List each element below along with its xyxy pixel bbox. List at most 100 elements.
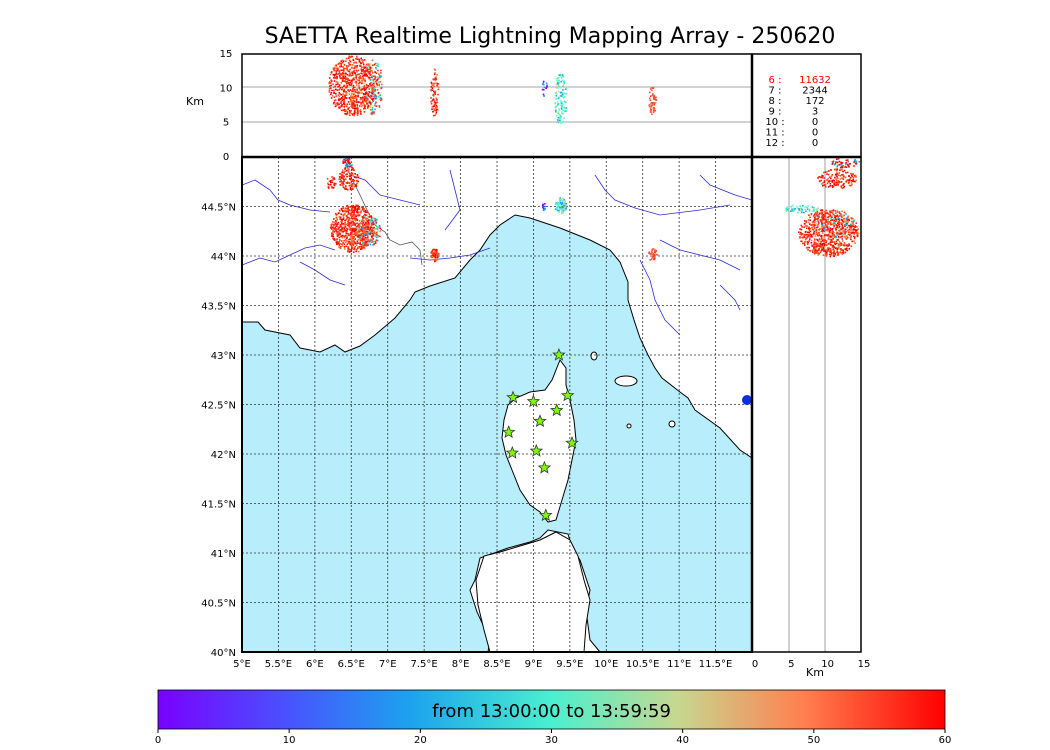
flash-point [353, 215, 355, 217]
altitude-flash-point [376, 78, 379, 81]
side-flash-point [831, 231, 834, 234]
flash-point [654, 255, 656, 258]
altitude-flash-point [433, 105, 436, 107]
altitude-flash-point [366, 86, 369, 89]
altitude-flash-point [353, 97, 356, 100]
altitude-flash-point [333, 68, 335, 71]
side-flash-point [821, 212, 823, 214]
side-flash-point [815, 213, 818, 216]
flash-point [559, 207, 561, 209]
flash-point [364, 234, 367, 237]
chart-title: SAETTA Realtime Lightning Mapping Array … [264, 24, 836, 49]
side-flash-point [844, 228, 847, 231]
flash-point [343, 213, 345, 216]
flash-point [437, 252, 439, 254]
side-flash-point [821, 222, 823, 225]
flash-point [341, 181, 344, 183]
flash-point [341, 227, 343, 229]
flash-point [365, 222, 367, 224]
side-flash-point [821, 215, 824, 217]
legend-row-count: 0 [812, 138, 818, 149]
flash-point [349, 206, 352, 208]
altitude-flash-point [340, 60, 343, 62]
side-flash-point [831, 235, 834, 237]
side-flash-point [852, 178, 854, 181]
side-flash-point [837, 217, 839, 219]
side-flash-point [827, 173, 830, 176]
flash-point [347, 223, 349, 225]
altitude-flash-point [358, 105, 361, 107]
side-flash-point [844, 236, 846, 239]
altitude-flash-point [369, 109, 372, 111]
altitude-flash-point [546, 86, 548, 88]
side-flash-point [810, 244, 813, 247]
flash-point [363, 246, 366, 248]
side-flash-point [793, 209, 796, 211]
side-flash-point [857, 232, 860, 235]
altitude-flash-point [431, 84, 433, 86]
side-flash-point [819, 228, 821, 230]
side-flash-point [846, 223, 848, 225]
flash-point [352, 178, 355, 181]
altitude-flash-point [345, 60, 347, 62]
colorbar-tick-label: 10 [283, 735, 296, 746]
flash-point [374, 234, 376, 236]
flash-point [347, 233, 350, 235]
altitude-flash-point [344, 75, 347, 78]
flash-point [343, 183, 345, 185]
flash-point [348, 175, 351, 177]
side-flash-point [812, 225, 814, 228]
longitude-tick-labels: 5°E 5.5°E 6°E 6.5°E 7°E 7.5°E 8°E 8.5°E 9°E 9.5°E… [233, 659, 732, 670]
side-flash-point [831, 212, 834, 215]
altitude-flash-point [650, 109, 653, 111]
flash-point [348, 166, 351, 168]
side-flash-point [849, 224, 851, 227]
flash-point [355, 204, 358, 207]
flash-point [342, 186, 345, 188]
lat-tick-label: 43.5°N [201, 302, 236, 313]
side-flash-point [841, 228, 843, 230]
side-flash-point [823, 238, 825, 241]
lon-tick-label: 11°E [667, 659, 691, 670]
altitude-flash-point [348, 55, 351, 58]
altitude-flash-point [365, 101, 368, 103]
colorbar-label: from 13:00:00 to 13:59:59 [432, 701, 671, 722]
side-flash-point [849, 178, 851, 180]
flash-point [362, 216, 364, 219]
side-flash-point [839, 215, 841, 217]
flash-point [559, 197, 561, 199]
altitude-flash-point [347, 89, 349, 91]
altitude-flash-point [364, 89, 367, 91]
flash-point [334, 222, 337, 225]
altitude-flash-point [369, 83, 371, 85]
altitude-flash-point [338, 73, 340, 75]
flash-point [339, 233, 342, 236]
flash-point [554, 208, 557, 210]
flash-point [557, 210, 560, 212]
altitude-flash-point [651, 113, 653, 116]
altitude-flash-point [343, 74, 345, 76]
altitude-flash-point [342, 94, 344, 96]
side-flash-point [810, 242, 813, 244]
side-flash-point [824, 222, 826, 224]
side-flash-point [853, 231, 855, 234]
altitude-flash-point [349, 56, 352, 58]
altitude-flash-point [366, 85, 368, 87]
side-flash-point [813, 221, 815, 224]
flash-point [348, 158, 350, 160]
lon-tick-label: 9°E [525, 659, 543, 670]
side-flash-point [815, 229, 818, 231]
flash-point [370, 220, 373, 223]
flash-point [365, 230, 367, 233]
side-flash-point [791, 207, 793, 210]
side-flash-point [852, 223, 855, 225]
flash-point [353, 212, 355, 215]
station-star-marker [506, 390, 520, 404]
altitude-flash-point [379, 81, 382, 83]
altitude-flash-point [342, 103, 345, 105]
flash-point [349, 209, 351, 212]
flash-point [432, 258, 435, 261]
altitude-flash-point [654, 110, 656, 112]
altitude-flash-point [349, 72, 351, 75]
